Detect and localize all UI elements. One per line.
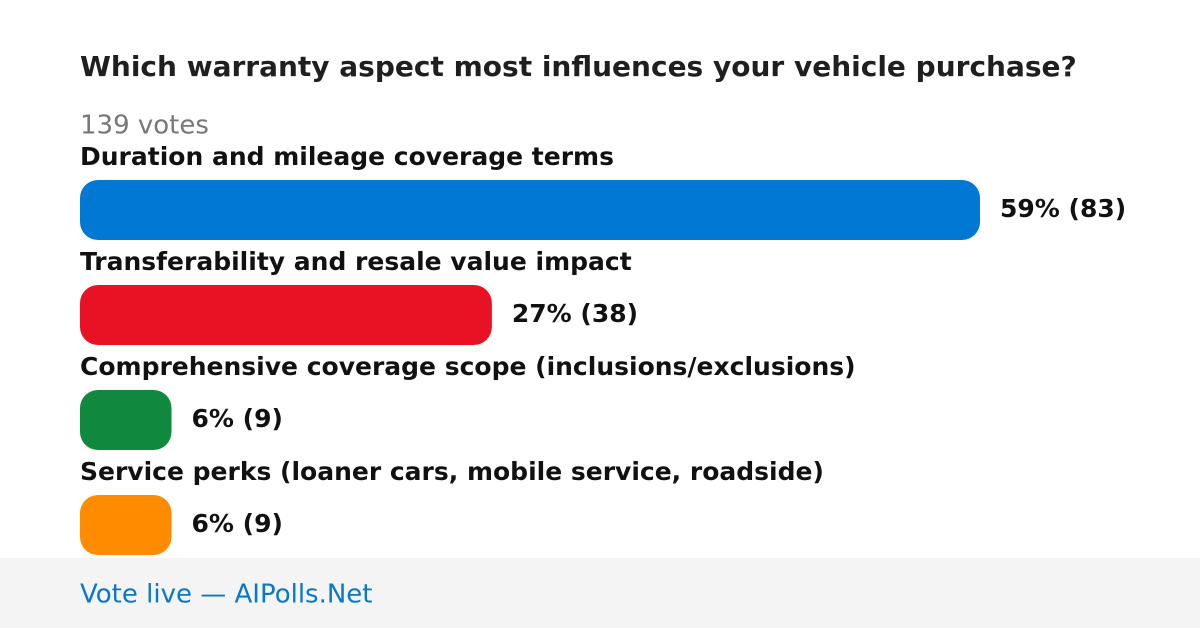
option-label: Comprehensive coverage scope (inclusions… <box>80 352 856 381</box>
chart-title: Which warranty aspect most influences yo… <box>80 50 1077 83</box>
value-label: 27% (38) <box>512 299 638 328</box>
footer-link[interactable]: Vote live — AIPolls.Net <box>80 580 373 610</box>
vote-count: 139 votes <box>80 111 209 141</box>
option-label: Duration and mileage coverage terms <box>80 142 614 171</box>
bar <box>80 390 172 450</box>
value-label: 6% (9) <box>192 404 283 433</box>
value-label: 6% (9) <box>192 509 283 538</box>
bar <box>80 180 980 240</box>
bar <box>80 285 492 345</box>
value-label: 59% (83) <box>1000 194 1126 223</box>
bar <box>80 495 172 555</box>
option-label: Service perks (loaner cars, mobile servi… <box>80 457 824 486</box>
option-label: Transferability and resale value impact <box>80 247 632 276</box>
footer-bar <box>0 558 1200 628</box>
